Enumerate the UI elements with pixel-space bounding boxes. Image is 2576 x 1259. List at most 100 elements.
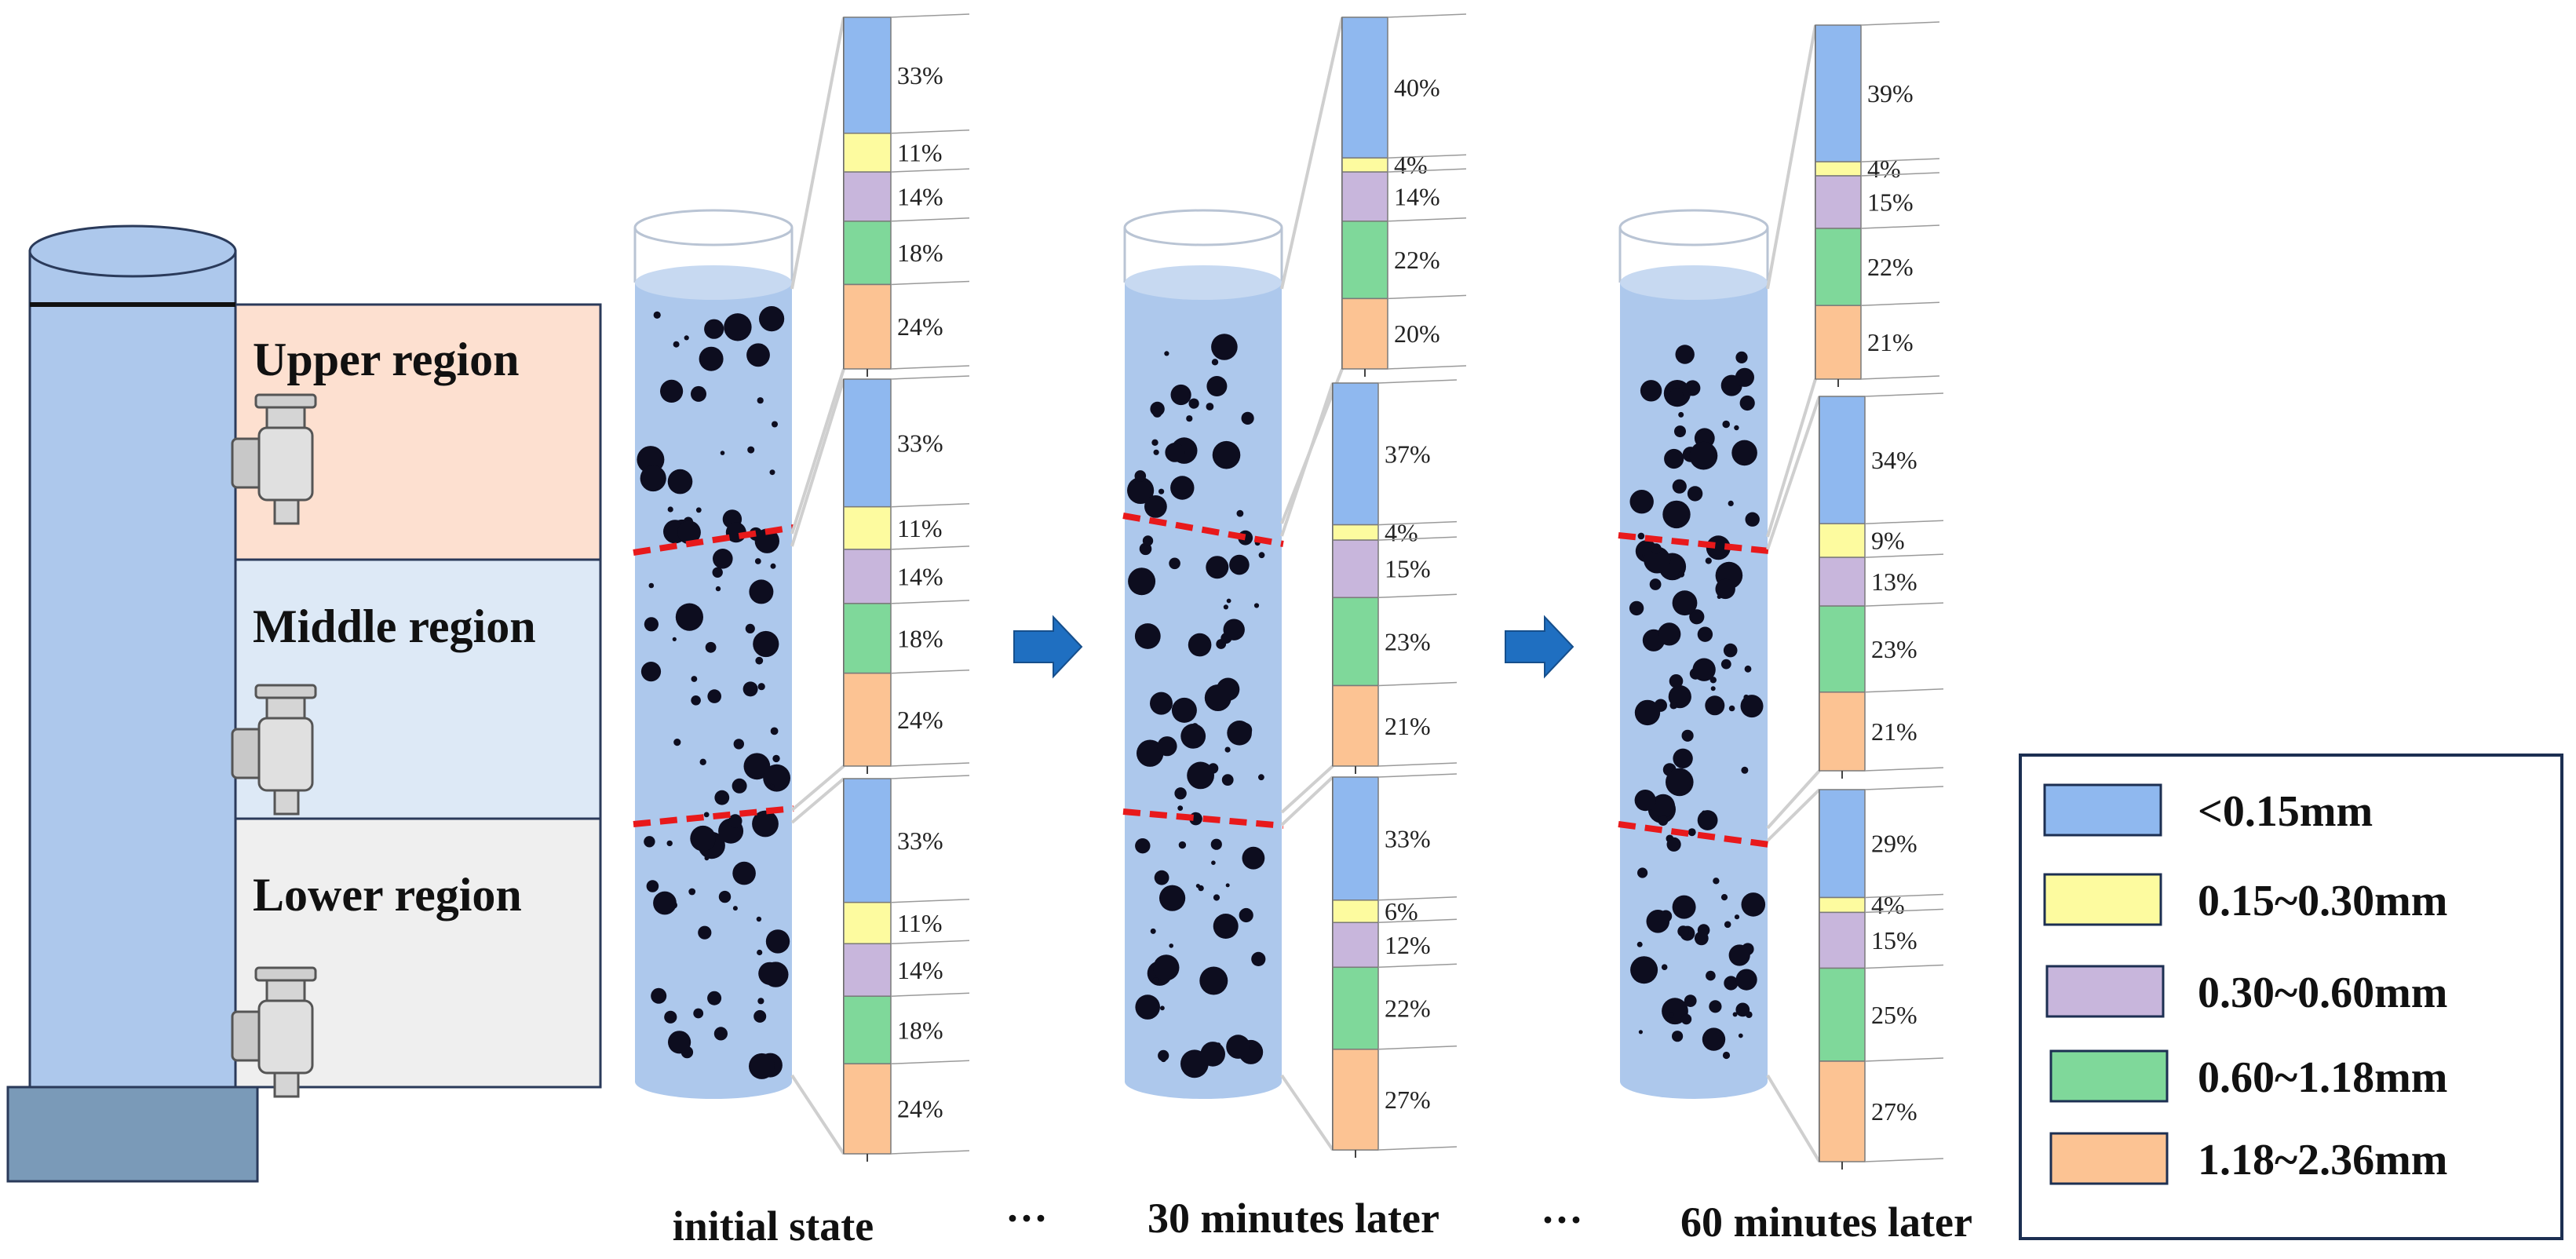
region-boundary-line — [633, 805, 794, 827]
legend-label: 0.30~0.60mm — [2198, 969, 2447, 1017]
stack-segment — [1815, 161, 1862, 177]
connector-line — [790, 1074, 845, 1155]
stack-segment — [1341, 171, 1388, 222]
settling-column-apparatus: Upper region Middle region Lower region — [6, 224, 602, 1183]
region-boundary-line — [1122, 808, 1284, 829]
stack-segment — [1332, 900, 1379, 924]
segment-label: 9% — [1871, 527, 1905, 555]
stack-segment — [843, 378, 892, 508]
stack-segment — [1815, 228, 1862, 306]
stack-segment — [1332, 524, 1379, 541]
sediment-particles — [1629, 345, 1766, 1060]
connector-line — [790, 16, 845, 290]
connector-line — [790, 777, 845, 824]
stack-segment — [1815, 175, 1862, 229]
stack-segment — [843, 943, 892, 997]
stack-segment — [843, 221, 892, 286]
stack-segment — [1819, 692, 1866, 772]
stack-1-middle: 33% 11% 14% 18% 24% — [790, 375, 970, 812]
legend-item-2: 0.15~0.30mm — [2043, 873, 2447, 926]
connector-line — [1766, 788, 1821, 842]
stack-segment — [843, 778, 892, 903]
segment-label: 4% — [1385, 518, 1418, 546]
segment-label: 39% — [1867, 79, 1914, 108]
connector-line — [1280, 775, 1334, 827]
region-label-lower: Lower region — [253, 869, 522, 921]
stage-caption-initial: initial state — [673, 1202, 874, 1250]
column-top — [28, 224, 237, 278]
segment-label: 22% — [1867, 253, 1914, 281]
stack-segment — [1332, 776, 1379, 901]
segment-label: 15% — [1385, 555, 1431, 583]
column-base — [6, 1086, 259, 1183]
segment-label: 18% — [897, 239, 943, 267]
segment-label: 11% — [897, 909, 942, 937]
stack-segment — [1332, 921, 1379, 969]
arrow-right-icon — [1505, 615, 1574, 679]
stack-segment — [1341, 221, 1388, 300]
stack-segment — [1341, 16, 1388, 159]
connector-line — [1766, 769, 1821, 830]
segment-label: 14% — [897, 956, 943, 984]
connector-line — [1766, 24, 1817, 290]
segment-label: 34% — [1871, 446, 1917, 474]
legend-label: 0.15~0.30mm — [2198, 877, 2447, 925]
segment-label: 29% — [1871, 830, 1917, 858]
stack-segment — [1332, 382, 1379, 526]
segment-label: 22% — [1385, 994, 1431, 1023]
arrow-right-icon — [1013, 615, 1083, 679]
segment-label: 23% — [1385, 627, 1431, 655]
stack-segment — [1332, 1049, 1379, 1151]
column-body — [28, 250, 237, 1089]
stack-segment — [843, 672, 892, 767]
segment-label: 37% — [1385, 440, 1431, 468]
connector-line — [790, 765, 845, 812]
connector-line — [1280, 1074, 1334, 1151]
stage-arrow-2 — [1505, 615, 1574, 679]
segment-label: 20% — [1394, 319, 1440, 348]
segment-label: 24% — [897, 706, 943, 734]
stack-2-lower: 33%6%12%22%27% — [1280, 773, 1458, 1158]
connector-line — [790, 368, 845, 535]
segment-label: 21% — [1867, 328, 1914, 356]
segment-label: 27% — [1385, 1086, 1431, 1114]
segment-label: 14% — [1394, 183, 1440, 211]
legend-item-5: 1.18~2.36mm — [2049, 1132, 2447, 1185]
stack-segment — [1815, 305, 1862, 380]
region-label-upper: Upper region — [253, 334, 519, 385]
stack-segment — [1341, 157, 1388, 173]
segment-label: 40% — [1394, 74, 1440, 102]
stack-segment — [1819, 396, 1866, 524]
connector-line — [1766, 396, 1821, 550]
region-boundary-line — [633, 524, 794, 556]
stack-segment — [843, 901, 892, 945]
segment-label: 14% — [897, 183, 943, 211]
sediment-particles — [637, 306, 790, 1079]
stack-segment — [843, 1063, 892, 1155]
legend-label: <0.15mm — [2198, 787, 2373, 836]
segment-label: 23% — [1871, 635, 1917, 663]
segment-label: 25% — [1871, 1001, 1917, 1029]
stack-segment — [843, 505, 892, 550]
legend-swatch — [2045, 965, 2165, 1018]
segment-label: 4% — [1871, 891, 1905, 919]
segment-label: 33% — [897, 429, 943, 457]
stack-3-upper: 39% 4% 15% 22% 21% — [1766, 21, 1940, 538]
sediment-particles — [1127, 334, 1266, 1078]
stack-segment — [1819, 789, 1866, 899]
segment-label: 13% — [1871, 567, 1917, 596]
segment-label: 24% — [897, 312, 943, 341]
stack-1-lower: 33% 11% 14% 18% 24% — [790, 775, 970, 1162]
segment-label: 22% — [1394, 246, 1440, 274]
segment-label: 18% — [897, 624, 943, 652]
legend-label: 0.60~1.18mm — [2198, 1053, 2447, 1102]
region-boundary-line — [1122, 513, 1284, 547]
stack-segment — [1332, 539, 1379, 599]
stack-2-middle: 37% 4% 15% 23% 21% — [1280, 379, 1458, 814]
segment-label: 15% — [1871, 926, 1917, 954]
stage-caption-30min: 30 minutes later — [1148, 1195, 1439, 1242]
legend-swatch — [2043, 873, 2162, 926]
ellipsis-2: ··· — [1541, 1196, 1583, 1243]
stack-segment — [1332, 684, 1379, 767]
stack-3-lower: 29% 4% 15% 25% 27% — [1766, 786, 1944, 1170]
